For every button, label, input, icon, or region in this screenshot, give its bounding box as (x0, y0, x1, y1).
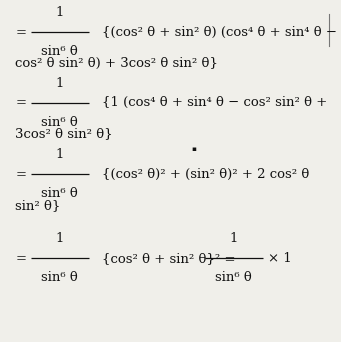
Text: =: = (15, 96, 26, 109)
Text: =: = (15, 252, 26, 265)
Text: {cos² θ + sin² θ}² =: {cos² θ + sin² θ}² = (102, 252, 236, 265)
Text: cos² θ sin² θ) + 3cos² θ sin² θ}: cos² θ sin² θ) + 3cos² θ sin² θ} (15, 57, 218, 70)
Text: 1: 1 (56, 148, 64, 161)
Text: {(cos² θ + sin² θ) (cos⁴ θ + sin⁴ θ −: {(cos² θ + sin² θ) (cos⁴ θ + sin⁴ θ − (102, 26, 337, 39)
Text: sin⁶ θ: sin⁶ θ (215, 271, 252, 284)
Text: sin⁶ θ: sin⁶ θ (41, 116, 78, 129)
Text: sin⁶ θ: sin⁶ θ (41, 271, 78, 284)
Text: 1: 1 (56, 232, 64, 245)
Text: × 1: × 1 (268, 252, 292, 265)
Text: sin² θ}: sin² θ} (15, 199, 61, 212)
Text: 1: 1 (229, 232, 238, 245)
Text: 1: 1 (56, 77, 64, 90)
Text: 3cos² θ sin² θ}: 3cos² θ sin² θ} (15, 127, 113, 140)
Text: 1: 1 (56, 6, 64, 19)
Text: sin⁶ θ: sin⁶ θ (41, 187, 78, 200)
Text: =: = (15, 26, 26, 39)
Text: {1 (cos⁴ θ + sin⁴ θ − cos² sin² θ +: {1 (cos⁴ θ + sin⁴ θ − cos² sin² θ + (102, 96, 328, 109)
Text: sin⁶ θ: sin⁶ θ (41, 45, 78, 58)
Text: ▪: ▪ (191, 145, 196, 153)
Text: =: = (15, 168, 26, 181)
Text: {(cos² θ)² + (sin² θ)² + 2 cos² θ: {(cos² θ)² + (sin² θ)² + 2 cos² θ (102, 168, 310, 181)
